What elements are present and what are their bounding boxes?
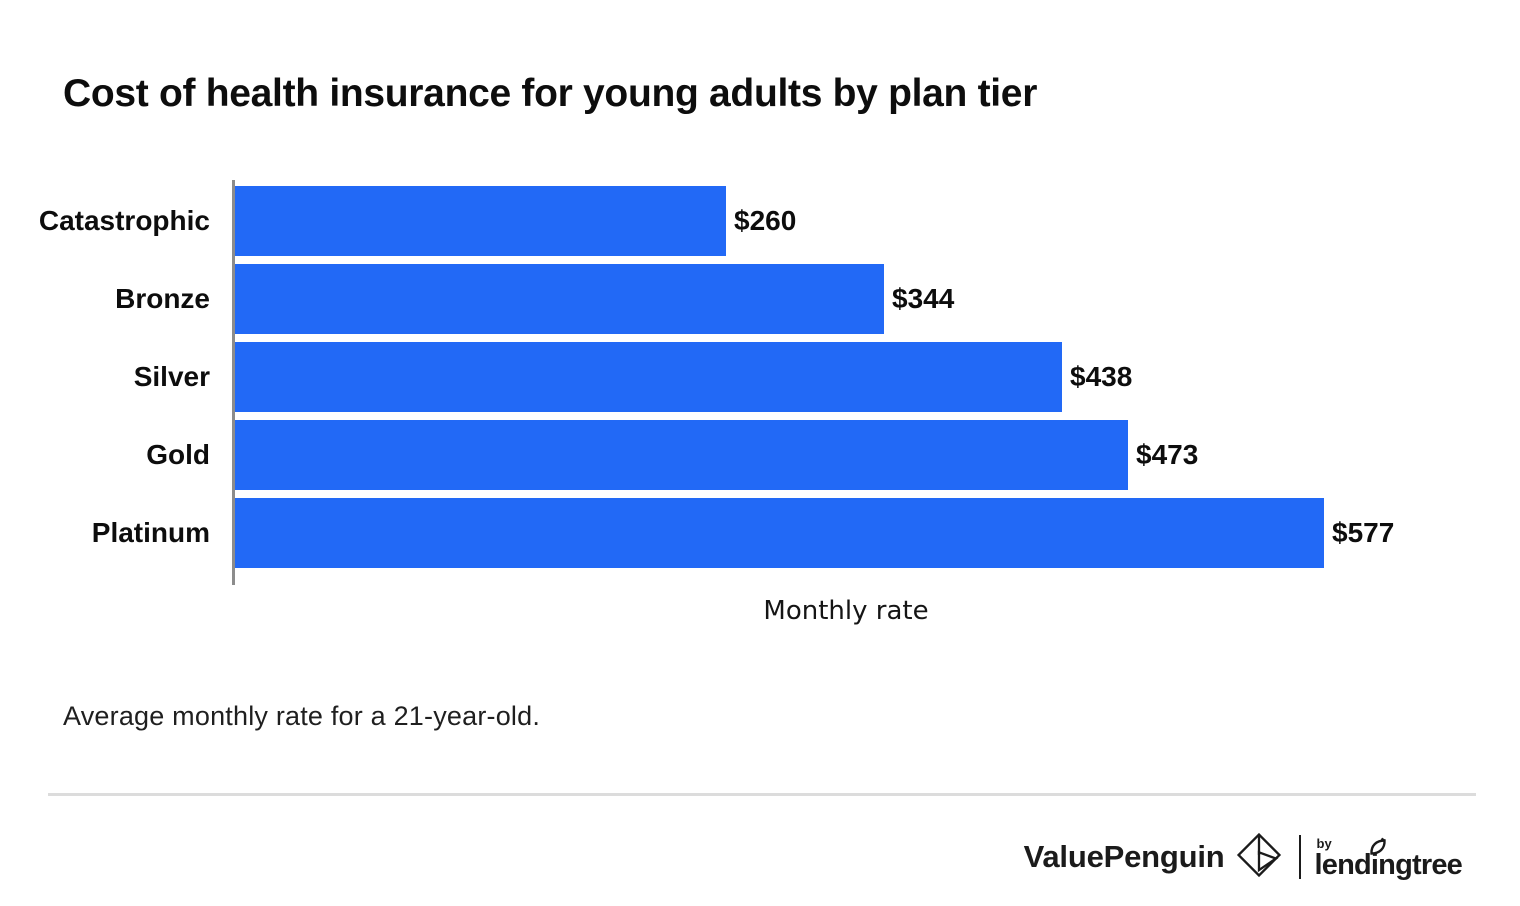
brand-separator — [1298, 835, 1301, 879]
footer-divider-line — [48, 793, 1476, 796]
category-label-platinum: Platinum — [91, 517, 210, 548]
lendingtree-wordmark: lendingtree — [1314, 848, 1463, 881]
category-label-gold: Gold — [146, 439, 210, 470]
bar-row-platinum: $577 — [235, 498, 1460, 568]
bar-row-gold: $473 — [235, 420, 1460, 490]
category-labels-column: Catastrophic Bronze Silver Gold Platinum — [38, 180, 232, 585]
bar-row-catastrophic: $260 — [235, 186, 1460, 256]
x-axis-label: Monthly rate — [763, 596, 929, 626]
bar-bronze — [235, 264, 884, 334]
chart-title: Cost of health insurance for young adult… — [63, 72, 1038, 115]
value-label-bronze: $344 — [892, 283, 955, 314]
footnote: Average monthly rate for a 21-year-old. — [63, 701, 541, 731]
category-label-catastrophic: Catastrophic — [38, 205, 210, 236]
bar-row-bronze: $344 — [235, 264, 1460, 334]
bar-catastrophic — [235, 186, 726, 256]
footer-brand: ValuePenguin by lendingtree — [1023, 828, 1463, 886]
bar-chart: Catastrophic Bronze Silver Gold Platinum $26… — [38, 180, 1460, 585]
bar-platinum — [235, 498, 1324, 568]
value-label-gold: $473 — [1136, 439, 1199, 470]
value-label-silver: $438 — [1070, 361, 1133, 392]
lendingtree-by-label: by — [1316, 835, 1332, 851]
value-label-platinum: $577 — [1332, 517, 1395, 548]
plot-area: $260 $344 $438 $473 $577 — [232, 180, 1460, 585]
value-label-catastrophic: $260 — [734, 205, 797, 236]
category-label-bronze: Bronze — [115, 283, 210, 314]
bar-row-silver: $438 — [235, 342, 1460, 412]
category-label-silver: Silver — [133, 361, 210, 392]
leaf-icon — [1368, 837, 1388, 862]
bar-gold — [235, 420, 1128, 490]
lendingtree-logo: by lendingtree — [1315, 835, 1463, 880]
valuepenguin-wordmark: ValuePenguin — [1023, 839, 1225, 874]
valuepenguin-diamond-icon — [1235, 831, 1283, 884]
bar-silver — [235, 342, 1062, 412]
